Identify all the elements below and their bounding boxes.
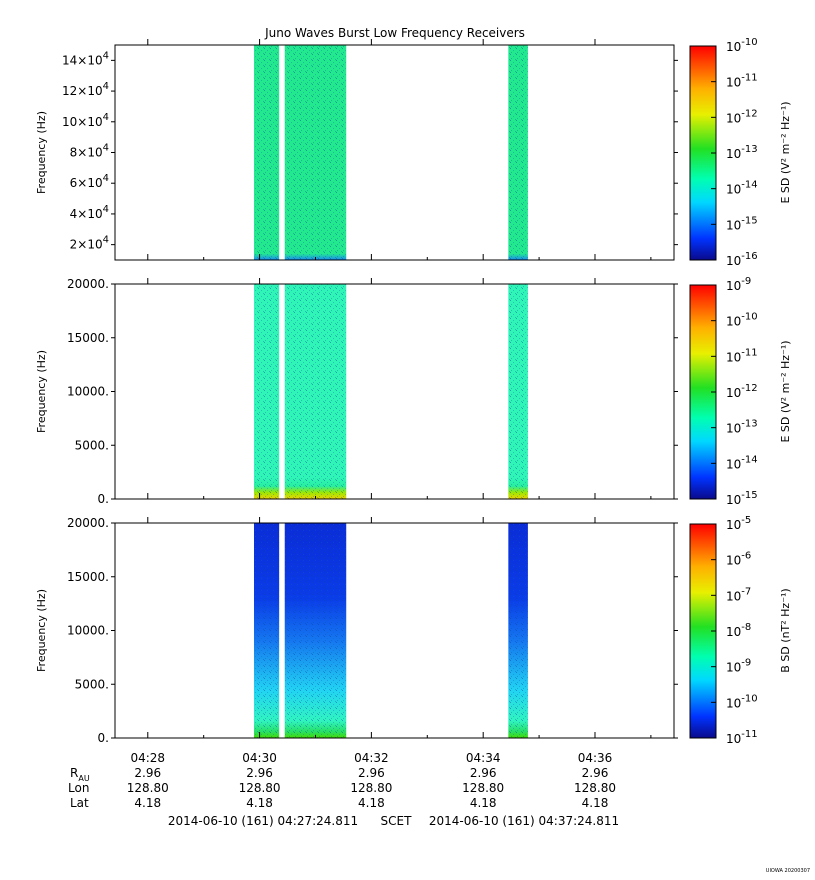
y-tick-label: 14×104: [62, 50, 109, 67]
lat-value: 4.18: [582, 796, 609, 810]
lat-value: 4.18: [470, 796, 497, 810]
y-tick-label: 12×104: [62, 81, 109, 98]
row-label-lat: Lat: [70, 796, 89, 810]
y-axis-label: Frequency (Hz): [35, 589, 48, 672]
data-block-texture: [253, 523, 280, 738]
y-tick-label: 10×104: [62, 112, 109, 129]
y-tick-label: 8×104: [70, 143, 109, 160]
y-axis-label: Frequency (Hz): [35, 111, 48, 194]
data-block-texture: [508, 284, 528, 499]
y-tick-label: 20000.: [67, 516, 109, 530]
colorbar-tick-label: 10-9: [726, 658, 751, 675]
x-tick-label: 04:28: [130, 751, 165, 765]
y-tick-label: 15000.: [67, 570, 109, 584]
colorbar-tick-label: 10-7: [726, 586, 751, 603]
y-tick-label: 2×104: [70, 235, 109, 252]
lon-value: 128.80: [462, 781, 504, 795]
panel-frame: [114, 283, 675, 500]
colorbar-tick-label: 10-13: [726, 144, 758, 161]
lat-value: 4.18: [358, 796, 385, 810]
colorbar-tick-label: 10-10: [726, 693, 758, 710]
colorbar-tick-label: 10-13: [726, 419, 758, 436]
data-block-texture: [284, 284, 347, 499]
colorbar-tick-label: 10-10: [726, 37, 758, 54]
y-tick-label: 0.: [98, 492, 109, 506]
x-tick-label: 04:36: [578, 751, 613, 765]
colorbar-tick-label: 10-5: [726, 515, 751, 532]
rau-value: 2.96: [246, 766, 273, 780]
colorbar-tick-label: 10-10: [726, 312, 758, 329]
data-block-texture: [253, 45, 280, 260]
colorbar-label: B SD (nT² Hz⁻¹): [779, 588, 792, 672]
spectrogram-panel-top: 2×104 4×104 6×104 8×104 10×104 12×104 14×104 Fr…: [35, 37, 792, 268]
rau-value: 2.96: [358, 766, 385, 780]
row-label-lon: Lon: [68, 781, 89, 795]
rau-value: 2.96: [134, 766, 161, 780]
colorbar-tick-label: 10-11: [726, 73, 758, 90]
data-block-texture: [253, 284, 280, 499]
lon-value: 128.80: [350, 781, 392, 795]
x-tick-label: 04:34: [466, 751, 501, 765]
y-tick-label: 0.: [98, 731, 109, 745]
colorbar-tick-label: 10-9: [726, 276, 751, 293]
scet-label: SCET: [381, 814, 413, 828]
version-stamp: UIOWA 20200307: [766, 868, 810, 874]
colorbar-tick-label: 10-8: [726, 622, 751, 639]
colorbar-tick-label: 10-15: [726, 215, 758, 232]
data-block-texture: [508, 45, 528, 260]
colorbar-tick-label: 10-12: [726, 383, 758, 400]
chart-title: Juno Waves Burst Low Frequency Receivers: [264, 26, 525, 40]
rau-value: 2.96: [470, 766, 497, 780]
colorbar-tick-label: 10-6: [726, 551, 751, 568]
panel-frame: [114, 522, 675, 739]
y-tick-label: 5000.: [75, 438, 109, 452]
data-block-texture: [284, 523, 347, 738]
spectrogram-panel-bottom: 0. 5000. 10000. 15000. 20000. Frequency (Hz) 1…: [35, 515, 792, 746]
colorbar-label: E SD (V² m⁻² Hz⁻¹): [779, 340, 792, 442]
colorbar-label: E SD (V² m⁻² Hz⁻¹): [779, 101, 792, 203]
colorbar-tick-label: 10-14: [726, 180, 758, 197]
colorbar-tick-label: 10-11: [726, 347, 758, 364]
y-tick-label: 15000.: [67, 331, 109, 345]
colorbar-tick-label: 10-16: [726, 251, 758, 268]
colorbar-tick-label: 10-11: [726, 729, 758, 746]
y-tick-label: 10000.: [67, 385, 109, 399]
data-block-texture: [284, 45, 347, 260]
time-start: 2014-06-10 (161) 04:27:24.811: [168, 814, 358, 828]
x-tick-label: 04:32: [354, 751, 389, 765]
colorbar-tick-label: 10-15: [726, 490, 758, 507]
colorbar-tick-label: 10-12: [726, 108, 758, 125]
y-tick-label: 20000.: [67, 277, 109, 291]
lat-value: 4.18: [134, 796, 161, 810]
lat-value: 4.18: [246, 796, 273, 810]
row-label-rau: RAU: [70, 766, 90, 783]
y-tick-label: 5000.: [75, 677, 109, 691]
spectrogram-panel-middle: 0. 5000. 10000. 15000. 20000. Frequency (Hz) 1…: [35, 276, 792, 507]
lon-value: 128.80: [127, 781, 169, 795]
colorbar-tick-label: 10-14: [726, 454, 758, 471]
rau-value: 2.96: [582, 766, 609, 780]
y-axis-label: Frequency (Hz): [35, 350, 48, 433]
lon-value: 128.80: [239, 781, 281, 795]
panel-frame: [114, 44, 675, 261]
data-block-texture: [508, 523, 528, 738]
y-tick-label: 6×104: [70, 173, 109, 190]
x-tick-label: 04:30: [242, 751, 277, 765]
lon-value: 128.80: [574, 781, 616, 795]
time-end: 2014-06-10 (161) 04:37:24.811: [429, 814, 619, 828]
y-tick-label: 10000.: [67, 624, 109, 638]
y-tick-label: 4×104: [70, 204, 109, 221]
